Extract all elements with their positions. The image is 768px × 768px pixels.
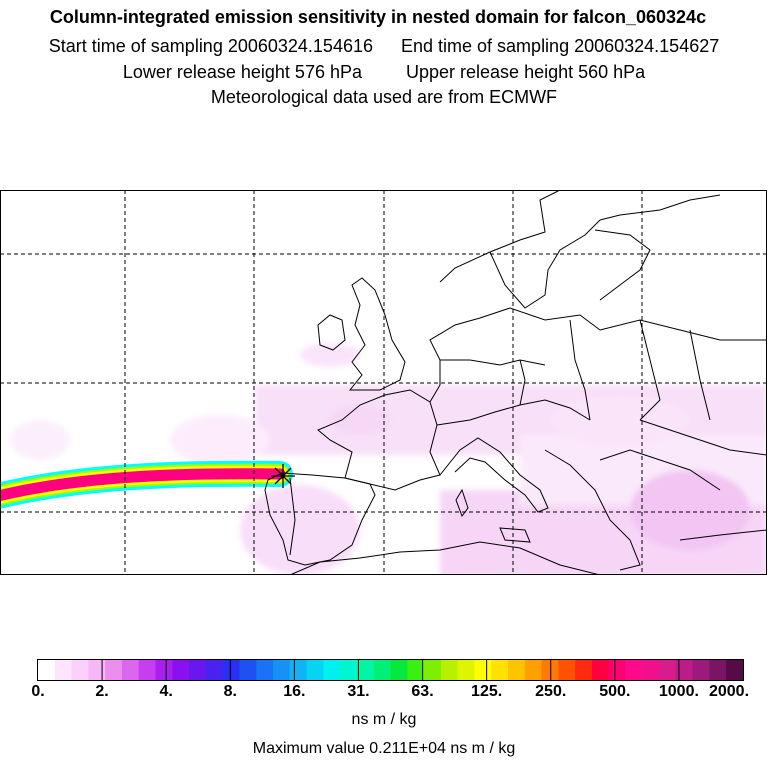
colorbar-swatch — [54, 660, 73, 680]
maximum-value-label: Maximum value 0.211E+04 ns m / kg — [252, 740, 516, 757]
colorbar-frame — [37, 659, 744, 681]
colorbar-swatch — [659, 660, 677, 680]
colorbar-swatch — [239, 660, 257, 680]
sampling-times: Start time of sampling 20060324.154616 En… — [0, 35, 768, 57]
colorbar-swatch — [508, 660, 526, 680]
colorbar-swatch — [709, 660, 727, 680]
colorbar-swatch — [340, 660, 358, 680]
colorbar-swatch — [105, 660, 123, 680]
colorbar-swatch — [172, 660, 190, 680]
colorbar-swatch — [289, 660, 308, 680]
europe-map — [0, 190, 767, 575]
colorbar-swatch — [88, 660, 106, 680]
colorbar-swatch — [491, 660, 509, 680]
colorbar-swatch — [440, 660, 459, 680]
colorbar-tick-label: 1000. — [658, 683, 699, 700]
lower-release-label: Lower release height 576 hPa — [122, 62, 362, 82]
colorbar-swatch — [591, 660, 610, 680]
release-point-cross — [271, 464, 295, 488]
colorbar-swatch — [407, 660, 425, 680]
colorbar-tick-label: 125. — [471, 683, 503, 700]
colorbar-swatch — [726, 660, 744, 680]
release-heights: Lower release height 576 hPa Upper releas… — [0, 61, 768, 83]
colorbar-swatch — [457, 660, 476, 680]
colorbar-tick-label: 2000. — [708, 683, 750, 700]
colorbar-swatch — [356, 660, 375, 680]
colorbar-swatch — [608, 660, 627, 680]
colorbar-swatch — [155, 660, 173, 680]
coastlines — [264, 190, 767, 575]
graticule — [0, 190, 767, 575]
colorbar-swatch — [38, 660, 56, 680]
colorbar-swatch — [306, 660, 324, 680]
colorbar-swatch — [273, 660, 291, 680]
colorbar-tick-label: 63. — [411, 683, 434, 700]
met-data-label: Meteorological data used are from ECMWF — [210, 87, 558, 107]
colorbar-tick-label: 4. — [159, 683, 173, 700]
colorbar — [37, 659, 744, 681]
colorbar-swatch — [71, 660, 89, 680]
colorbar-swatch — [222, 660, 241, 680]
units-label: ns m / kg — [351, 711, 417, 728]
emission-sensitivity-field — [10, 343, 767, 575]
colorbar-swatch — [373, 660, 392, 680]
end-time-label: End time of sampling 20060324.154627 — [401, 36, 720, 56]
colorbar-swatch — [424, 660, 442, 680]
colorbar-swatch — [205, 660, 224, 680]
colorbar-swatches — [38, 660, 744, 680]
colorbar-swatch — [474, 660, 492, 680]
colorbar-swatch — [675, 660, 694, 680]
colorbar-swatch — [575, 660, 593, 680]
colorbar-swatch — [625, 660, 643, 680]
map-frame — [0, 190, 767, 575]
colorbar-tick-label: 500. — [599, 683, 631, 700]
colorbar-swatch — [189, 660, 207, 680]
colorbar-tick-label: 0. — [31, 683, 45, 700]
colorbar-swatch — [138, 660, 157, 680]
colorbar-tick-label: 16. — [283, 683, 306, 700]
upper-release-label: Upper release height 560 hPa — [406, 62, 646, 82]
plume — [0, 460, 293, 509]
colorbar-swatch — [256, 660, 274, 680]
colorbar-swatch — [692, 660, 711, 680]
colorbar-swatch — [558, 660, 576, 680]
colorbar-tick-label: 250. — [535, 683, 567, 700]
colorbar-swatch — [121, 660, 140, 680]
colorbar-tick-label: 2. — [95, 683, 109, 700]
colorbar-swatch — [323, 660, 341, 680]
plot-title: Column-integrated emission sensitivity i… — [49, 7, 707, 27]
colorbar-swatch — [642, 660, 660, 680]
colorbar-swatch — [524, 660, 543, 680]
colorbar-tick-label: 31. — [347, 683, 370, 700]
colorbar-tick-label: 8. — [223, 683, 237, 700]
colorbar-dividers — [101, 660, 680, 680]
colorbar-swatch — [390, 660, 408, 680]
start-time-label: Start time of sampling 20060324.154616 — [48, 36, 373, 56]
